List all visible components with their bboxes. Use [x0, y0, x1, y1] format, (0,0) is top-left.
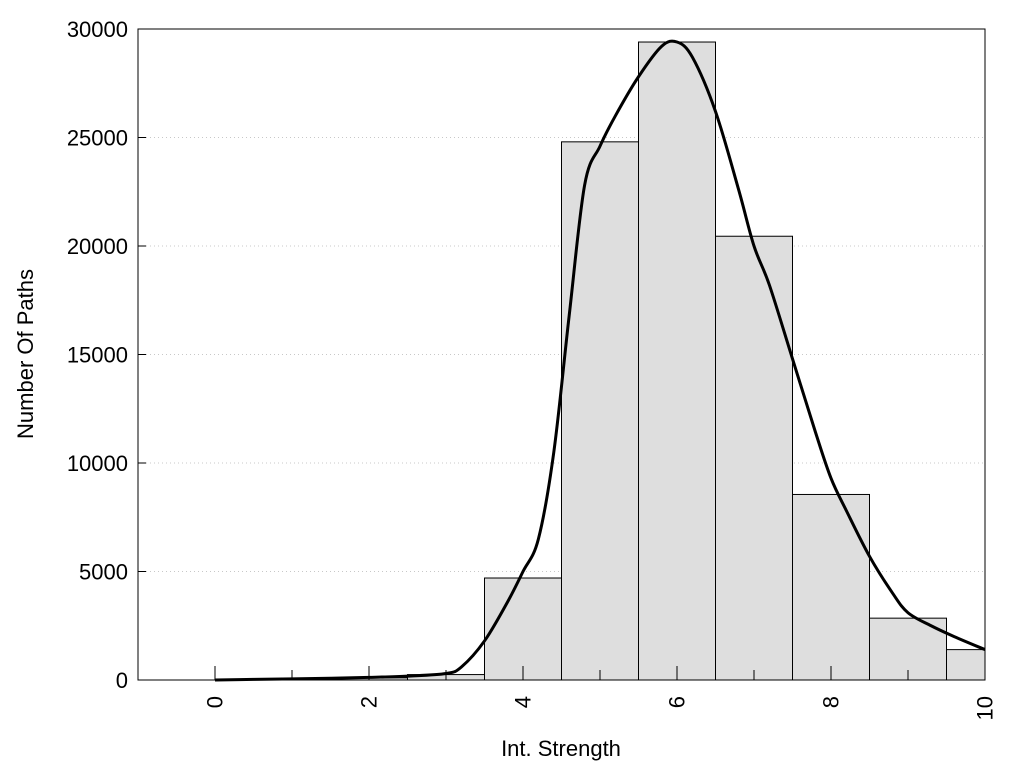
y-tick-label: 25000 — [67, 126, 128, 151]
histogram-bar — [715, 235, 793, 681]
histogram-bar — [561, 141, 639, 681]
y-tick-label: 15000 — [67, 343, 128, 368]
x-tick-label: 6 — [665, 696, 690, 708]
y-tick-label: 10000 — [67, 451, 128, 476]
x-tick-label: 8 — [819, 696, 844, 708]
y-tick-label: 30000 — [67, 17, 128, 42]
histogram-bar — [638, 41, 716, 681]
x-tick-label: 0 — [203, 696, 228, 708]
y-tick-label: 0 — [116, 668, 128, 693]
x-tick-label: 4 — [511, 696, 536, 708]
x-axis-label: Int. Strength — [501, 736, 621, 761]
x-tick-label: 10 — [973, 696, 998, 720]
bars-layer — [253, 41, 986, 681]
histogram-bar — [792, 493, 870, 681]
y-tick-label: 20000 — [67, 234, 128, 259]
histogram-bar — [484, 577, 562, 681]
histogram-bar — [946, 649, 986, 681]
x-tick-label: 2 — [357, 696, 382, 708]
y-axis-label: Number Of Paths — [13, 269, 38, 439]
y-tick-label: 5000 — [79, 560, 128, 585]
x-axis: 0 2 4 6 8 10 — [203, 666, 998, 720]
y-axis: 0 5000 10000 15000 20000 25000 30000 — [67, 17, 146, 693]
